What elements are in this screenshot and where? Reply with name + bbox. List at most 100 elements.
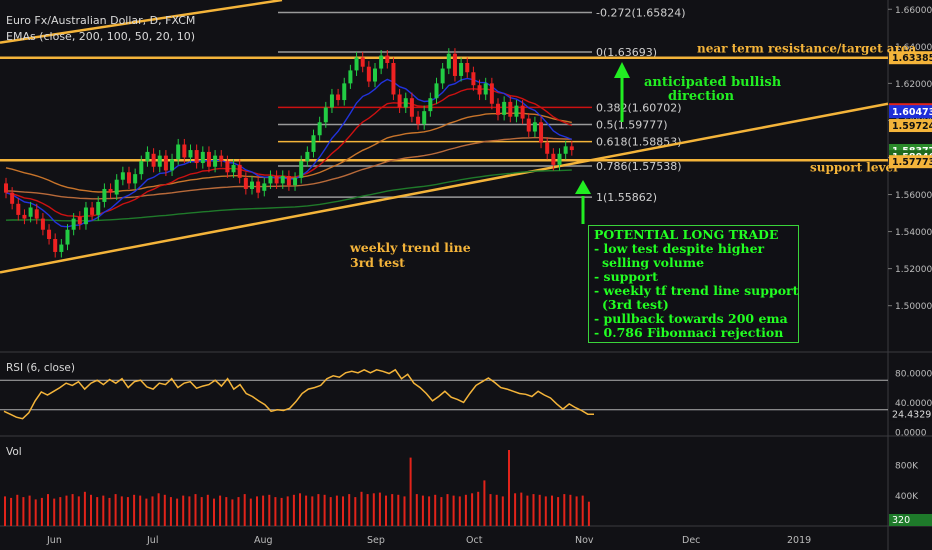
fib-level-label: 0.5(1.59777) xyxy=(596,119,668,132)
volume-bar xyxy=(268,494,271,526)
candle xyxy=(317,122,322,136)
volume-bar xyxy=(452,495,455,526)
candle xyxy=(90,207,95,215)
candle xyxy=(225,161,230,173)
volume-bar xyxy=(409,457,412,526)
volume-bar xyxy=(256,496,258,526)
candles-group xyxy=(4,48,574,258)
candle xyxy=(83,207,88,225)
volume-bar xyxy=(133,494,136,526)
candle xyxy=(206,151,211,167)
volume-bar xyxy=(4,496,6,526)
volume-bar xyxy=(532,494,535,526)
volume-bar xyxy=(16,494,19,526)
x-tick-label: Dec xyxy=(682,535,700,546)
candle xyxy=(311,135,316,152)
candle xyxy=(496,103,500,115)
candle xyxy=(422,111,427,125)
fib-level-label: 0.382(1.60702) xyxy=(596,101,682,114)
candle xyxy=(188,150,193,158)
volume-bar xyxy=(108,497,111,526)
volume-bar xyxy=(299,493,301,526)
candle xyxy=(22,214,27,219)
volume-bar xyxy=(403,496,406,526)
candle xyxy=(120,172,125,180)
candle xyxy=(10,192,15,204)
candle xyxy=(114,179,119,195)
volume-bar xyxy=(126,497,129,526)
candle xyxy=(182,144,187,158)
volume-bar xyxy=(342,496,344,526)
volume-bar xyxy=(428,496,431,526)
volume-bar xyxy=(114,494,117,526)
volume-bar xyxy=(274,497,277,526)
volume-bar xyxy=(237,497,240,526)
candle xyxy=(348,70,353,84)
volume-bar xyxy=(323,494,326,526)
low-test-arrow-head xyxy=(575,180,591,194)
volume-bar xyxy=(34,499,37,526)
volume-bar xyxy=(495,494,498,526)
volume-bar xyxy=(366,494,369,526)
candle xyxy=(532,122,537,132)
candle xyxy=(256,181,261,193)
candle xyxy=(102,188,107,202)
volume-bar xyxy=(557,497,560,526)
volume-tick-label: 400K xyxy=(895,492,919,502)
volume-bar xyxy=(421,495,424,526)
candle xyxy=(373,68,377,82)
candle xyxy=(243,177,248,189)
candle xyxy=(170,159,175,171)
volume-bar xyxy=(397,494,400,526)
volume-bar xyxy=(483,480,486,526)
price-tick-label: 1.50000 xyxy=(895,302,932,312)
candle xyxy=(157,155,162,167)
candle xyxy=(194,150,199,164)
candle xyxy=(163,155,168,171)
x-tick-label: Aug xyxy=(254,535,273,546)
candle xyxy=(489,83,494,104)
volume-bar xyxy=(40,497,43,526)
volume-bar xyxy=(305,495,308,526)
volume-bar xyxy=(47,494,49,526)
candle xyxy=(34,209,39,219)
price-tick-label: 1.64000 xyxy=(895,43,932,53)
candle xyxy=(416,116,421,125)
candle xyxy=(508,101,513,117)
candle xyxy=(268,176,273,184)
candle xyxy=(47,229,52,239)
price-label-badge xyxy=(889,51,932,65)
volume-bar xyxy=(176,498,179,526)
thesis-point-4: - pullback towards 200 ema xyxy=(594,311,788,326)
thesis-point-3: - weekly tf trend line support xyxy=(594,283,799,298)
candle xyxy=(514,105,519,117)
ema-legend: EMAs (close, 200, 100, 50, 20, 10) xyxy=(6,30,196,43)
candle xyxy=(53,238,58,252)
candle xyxy=(299,161,304,178)
thesis-point-1: - low test despite higher xyxy=(594,241,765,256)
candle xyxy=(465,62,470,73)
candle xyxy=(176,144,181,160)
volume-bar xyxy=(59,497,62,526)
candle xyxy=(59,244,64,252)
x-tick-label: Sep xyxy=(367,535,385,546)
candle xyxy=(293,177,298,186)
fib-level-label: 1(1.55862) xyxy=(596,191,657,204)
volume-bar xyxy=(65,495,68,526)
candle xyxy=(391,62,396,95)
candle xyxy=(434,83,439,99)
candle xyxy=(557,153,562,165)
candle xyxy=(385,55,390,63)
candle xyxy=(569,146,574,151)
candle xyxy=(65,229,70,245)
bullish-label: anticipated bullish xyxy=(644,75,782,90)
candle xyxy=(127,172,131,184)
candle xyxy=(459,62,464,76)
rsi-current-label: 24.4329 xyxy=(892,410,931,421)
trend-line-label-cont: 3rd test xyxy=(350,255,405,270)
volume-bar xyxy=(169,497,172,526)
volume-bar xyxy=(538,494,541,526)
candle xyxy=(539,122,544,143)
volume-bar xyxy=(262,495,265,526)
candle xyxy=(551,153,556,165)
